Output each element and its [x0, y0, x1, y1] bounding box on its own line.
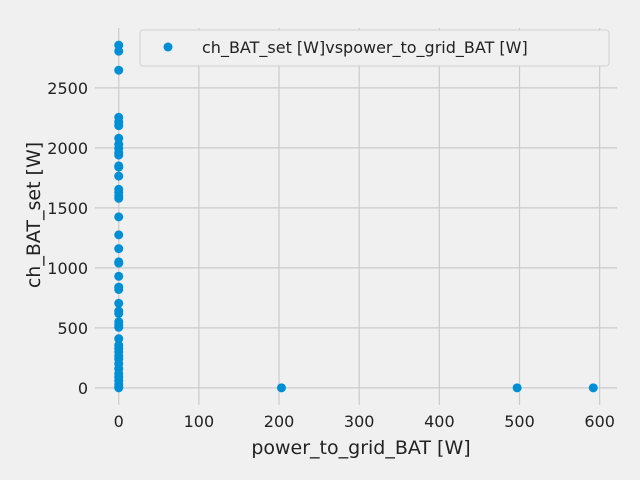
y-tick-labels: 0 500 1000 1500 2000 2500: [47, 79, 88, 398]
legend-box: [139, 29, 610, 67]
y-tick-label: 2000: [47, 139, 88, 158]
y-tick-label: 2500: [47, 79, 88, 98]
data-point: [114, 258, 124, 268]
x-tick-label: 100: [184, 412, 215, 431]
grid-lines: [95, 28, 617, 405]
data-point: [114, 65, 124, 75]
data-point: [114, 171, 124, 181]
data-point: [114, 121, 124, 131]
data-point: [114, 150, 124, 160]
x-tick-label: 600: [584, 412, 615, 431]
legend-marker: [163, 42, 173, 52]
data-point: [114, 334, 124, 344]
y-tick-label: 1000: [47, 259, 88, 278]
x-tick-label: 400: [424, 412, 455, 431]
y-axis-label: ch_BAT_set [W]: [23, 142, 45, 288]
data-point: [114, 308, 124, 318]
legend: ch_BAT_set [W]vspower_to_grid_BAT [W]: [139, 29, 610, 67]
x-tick-label: 0: [114, 412, 124, 431]
data-point: [588, 383, 598, 393]
x-tick-label: 300: [344, 412, 375, 431]
data-point: [114, 162, 124, 172]
data-point: [114, 271, 124, 281]
data-point: [114, 322, 124, 332]
data-point: [114, 284, 124, 294]
plot-area: [95, 28, 617, 405]
data-point: [114, 244, 124, 254]
x-tick-label: 500: [504, 412, 535, 431]
y-tick-label: 500: [57, 319, 88, 338]
x-tick-label: 200: [264, 412, 295, 431]
scatter-points: [114, 40, 598, 393]
data-point: [114, 46, 124, 56]
x-axis-label: power_to_grid_BAT [W]: [251, 437, 470, 459]
data-point: [114, 193, 124, 203]
legend-label: ch_BAT_set [W]vspower_to_grid_BAT [W]: [202, 38, 528, 58]
data-point: [114, 383, 124, 393]
y-tick-label: 0: [78, 379, 88, 398]
data-point: [114, 230, 124, 240]
data-point: [114, 212, 124, 222]
data-point: [114, 298, 124, 308]
data-point: [276, 383, 286, 393]
x-tick-labels: 0 100 200 300 400 500 600: [114, 412, 615, 431]
data-point: [512, 383, 522, 393]
y-tick-label: 1500: [47, 199, 88, 218]
